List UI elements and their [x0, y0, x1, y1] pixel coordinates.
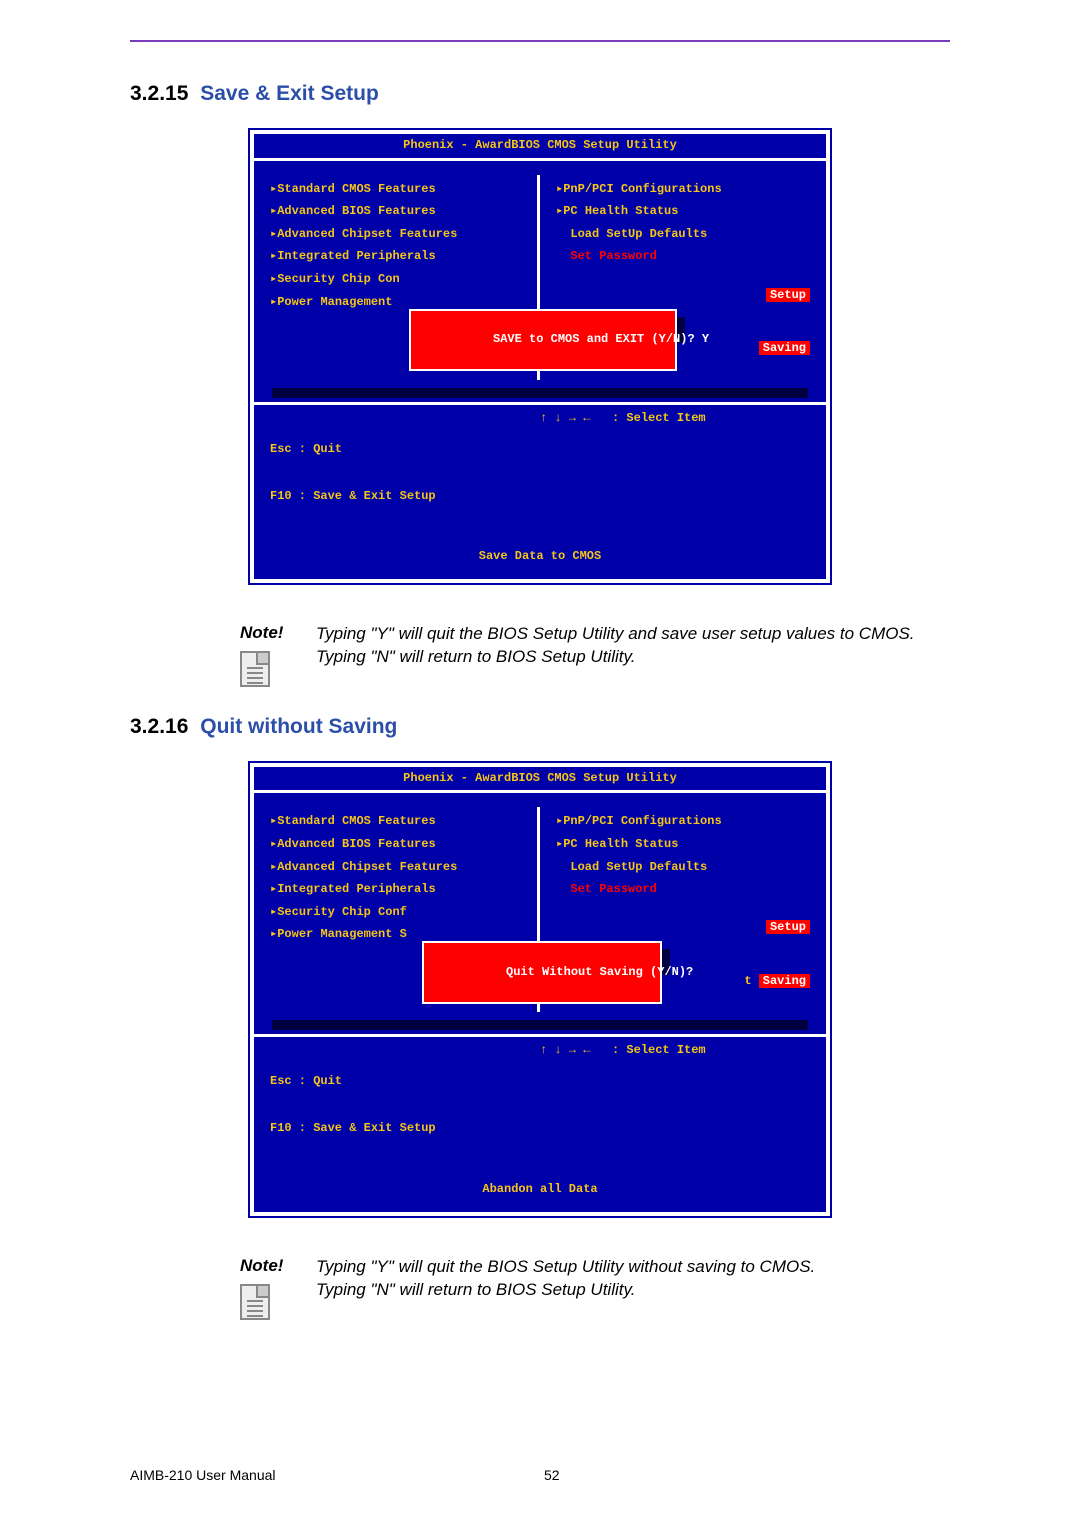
- header-rule: [130, 40, 950, 42]
- menu-set-password[interactable]: Set Password: [556, 882, 810, 898]
- bios-menu-body: Standard CMOS Features Advanced BIOS Fea…: [254, 790, 826, 1037]
- menu-security-chip[interactable]: Security Chip Con: [270, 272, 521, 288]
- note-icon: [240, 651, 270, 687]
- bios-title-bar: Phoenix - AwardBIOS CMOS Setup Utility: [254, 767, 826, 791]
- help-left: Esc : Quit F10 : Save & Exit Setup: [270, 1043, 540, 1168]
- menu-security-chip[interactable]: Security Chip Conf: [270, 905, 521, 921]
- section-title: Quit without Saving: [200, 715, 397, 738]
- menu-load-defaults[interactable]: Load SetUp Defaults: [556, 227, 810, 243]
- menu-integrated-peripherals[interactable]: Integrated Peripherals: [270, 882, 521, 898]
- bios-footer-message: Abandon all Data: [254, 1172, 826, 1212]
- menu-standard-cmos[interactable]: Standard CMOS Features: [270, 182, 521, 198]
- menu-standard-cmos[interactable]: Standard CMOS Features: [270, 814, 521, 830]
- highlight-saving: Saving: [759, 341, 810, 355]
- section-heading-quit: 3.2.16 Quit without Saving: [130, 715, 950, 739]
- saving-prefix: t: [744, 974, 758, 988]
- help-f10: F10 : Save & Exit Setup: [270, 1121, 540, 1137]
- menu-pnp-pci[interactable]: PnP/PCI Configurations: [556, 814, 810, 830]
- bios-screenshot-quit: Phoenix - AwardBIOS CMOS Setup Utility S…: [130, 763, 950, 1216]
- section-heading-save-exit: 3.2.15 Save & Exit Setup: [130, 82, 950, 106]
- menu-advanced-bios[interactable]: Advanced BIOS Features: [270, 204, 521, 220]
- note-label: Note!: [240, 623, 294, 643]
- menu-advanced-chipset[interactable]: Advanced Chipset Features: [270, 860, 521, 876]
- note-text: Typing "Y" will quit the BIOS Setup Util…: [316, 623, 915, 669]
- help-f10: F10 : Save & Exit Setup: [270, 489, 540, 505]
- menu-advanced-chipset[interactable]: Advanced Chipset Features: [270, 227, 521, 243]
- bios-window: Phoenix - AwardBIOS CMOS Setup Utility S…: [250, 763, 830, 1216]
- dialog-text: SAVE to CMOS and EXIT (Y/N)? Y: [493, 332, 709, 346]
- save-dialog[interactable]: SAVE to CMOS and EXIT (Y/N)? Y: [409, 309, 677, 372]
- highlight-saving: Saving: [759, 974, 810, 988]
- page-number: 52: [540, 1467, 950, 1483]
- menu-load-defaults[interactable]: Load SetUp Defaults: [556, 860, 810, 876]
- note-line-1: Typing "Y" will quit the BIOS Setup Util…: [316, 623, 915, 646]
- menu-pc-health[interactable]: PC Health Status: [556, 837, 810, 853]
- bios-screenshot-save-exit: Phoenix - AwardBIOS CMOS Setup Utility S…: [130, 130, 950, 583]
- help-right: ↑ ↓ → ← : Select Item: [540, 411, 810, 536]
- menu-integrated-peripherals[interactable]: Integrated Peripherals: [270, 249, 521, 265]
- note-icon: [240, 1284, 270, 1320]
- page-content: 3.2.15 Save & Exit Setup Phoenix - Award…: [130, 82, 950, 1348]
- bios-footer-message: Save Data to CMOS: [254, 539, 826, 579]
- menu-set-password[interactable]: Set Password: [556, 249, 810, 265]
- help-esc: Esc : Quit: [270, 442, 540, 458]
- note-text: Typing "Y" will quit the BIOS Setup Util…: [316, 1256, 815, 1302]
- note-label: Note!: [240, 1256, 294, 1276]
- page-footer: AIMB-210 User Manual 52: [130, 1467, 950, 1483]
- help-esc: Esc : Quit: [270, 1074, 540, 1090]
- bios-menu-body: Standard CMOS Features Advanced BIOS Fea…: [254, 158, 826, 405]
- section-number: 3.2.16: [130, 715, 188, 738]
- dialog-text: Quit Without Saving (Y/N)?: [506, 965, 693, 979]
- highlight-setup: Setup: [766, 288, 810, 302]
- bios-window: Phoenix - AwardBIOS CMOS Setup Utility S…: [250, 130, 830, 583]
- section-number: 3.2.15: [130, 82, 188, 105]
- note-line-2: Typing "N" will return to BIOS Setup Uti…: [316, 646, 915, 669]
- menu-advanced-bios[interactable]: Advanced BIOS Features: [270, 837, 521, 853]
- quit-dialog[interactable]: Quit Without Saving (Y/N)?: [422, 941, 662, 1004]
- bios-help-bar: Esc : Quit F10 : Save & Exit Setup ↑ ↓ →…: [254, 405, 826, 540]
- manual-title: AIMB-210 User Manual: [130, 1467, 540, 1483]
- menu-pnp-pci[interactable]: PnP/PCI Configurations: [556, 182, 810, 198]
- bios-help-bar: Esc : Quit F10 : Save & Exit Setup ↑ ↓ →…: [254, 1037, 826, 1172]
- bios-title-bar: Phoenix - AwardBIOS CMOS Setup Utility: [254, 134, 826, 158]
- highlight-setup: Setup: [766, 920, 810, 934]
- note-line-1: Typing "Y" will quit the BIOS Setup Util…: [316, 1256, 815, 1279]
- help-right: ↑ ↓ → ← : Select Item: [540, 1043, 810, 1168]
- menu-pc-health[interactable]: PC Health Status: [556, 204, 810, 220]
- note-line-2: Typing "N" will return to BIOS Setup Uti…: [316, 1279, 815, 1302]
- section-title: Save & Exit Setup: [200, 82, 379, 105]
- help-left: Esc : Quit F10 : Save & Exit Setup: [270, 411, 540, 536]
- dialog-shadow-strip: [272, 1020, 808, 1030]
- dialog-shadow-strip: [272, 388, 808, 398]
